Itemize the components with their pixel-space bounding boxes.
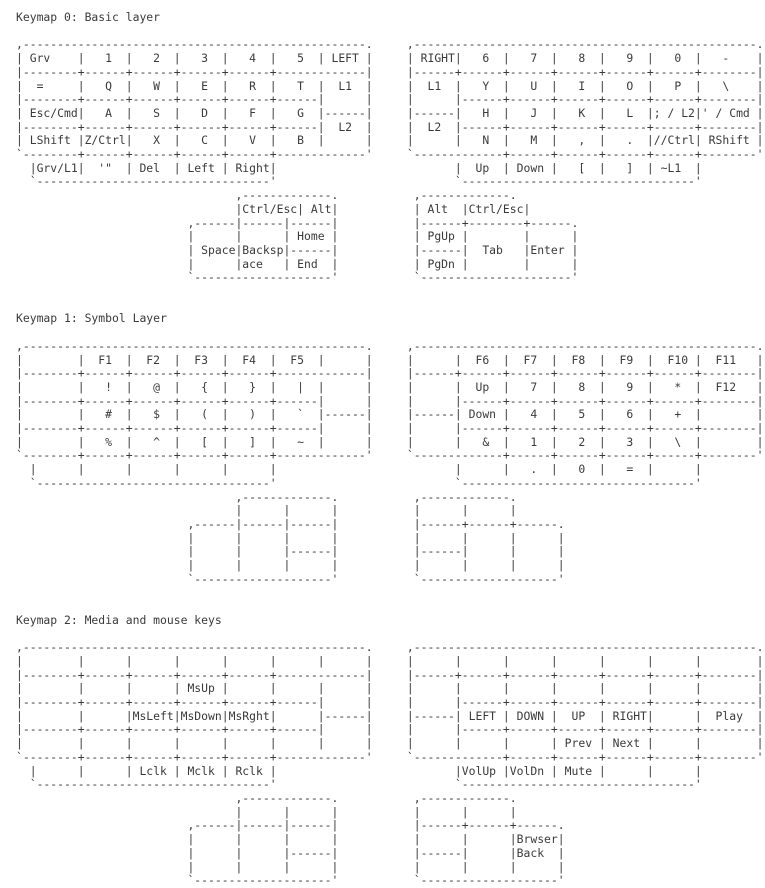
keymap-2-ascii-art: ,---------------------------------------… [16, 640, 764, 888]
keymap-0-ascii-art: ,---------------------------------------… [16, 37, 764, 285]
keymap-2-title: Keymap 2: Media and mouse keys [16, 612, 222, 627]
keymap-section-basic-layer: Keymap 0: Basic layer ,-----------------… [16, 10, 765, 285]
keymap-1-title: Keymap 1: Symbol Layer [16, 311, 167, 326]
keymap-section-media-mouse-keys: Keymap 2: Media and mouse keys ,--------… [16, 612, 765, 888]
keymap-section-symbol-layer: Keymap 1: Symbol Layer ,----------------… [16, 312, 765, 586]
keymap-0-title: Keymap 0: Basic layer [16, 10, 161, 24]
keymap-1-ascii-art: ,---------------------------------------… [16, 338, 764, 586]
